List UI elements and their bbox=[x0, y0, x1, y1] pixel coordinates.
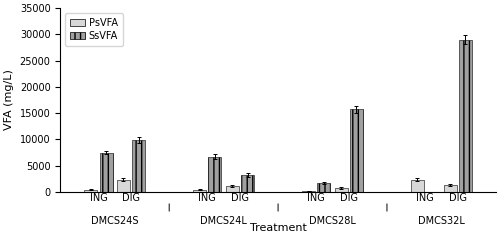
Legend: PsVFA, SsVFA: PsVFA, SsVFA bbox=[65, 13, 122, 46]
Text: DMCS32L: DMCS32L bbox=[418, 215, 465, 226]
Bar bbox=[302, 191, 315, 192]
Bar bbox=[117, 180, 130, 192]
Bar bbox=[100, 153, 112, 192]
Bar bbox=[459, 40, 472, 192]
Text: DMCS28L: DMCS28L bbox=[309, 215, 356, 226]
Text: DMCS24S: DMCS24S bbox=[91, 215, 138, 226]
Bar bbox=[411, 180, 424, 192]
Bar bbox=[318, 183, 330, 192]
Bar bbox=[226, 186, 239, 192]
Bar bbox=[193, 190, 206, 192]
Bar bbox=[334, 188, 348, 192]
Bar bbox=[208, 157, 222, 192]
Bar bbox=[132, 140, 145, 192]
X-axis label: Treatment: Treatment bbox=[250, 223, 306, 233]
Bar bbox=[350, 109, 363, 192]
Y-axis label: VFA (mg/L): VFA (mg/L) bbox=[4, 70, 14, 130]
Bar bbox=[241, 175, 254, 192]
Text: DMCS24L: DMCS24L bbox=[200, 215, 247, 226]
Bar bbox=[84, 190, 98, 192]
Bar bbox=[444, 185, 456, 192]
